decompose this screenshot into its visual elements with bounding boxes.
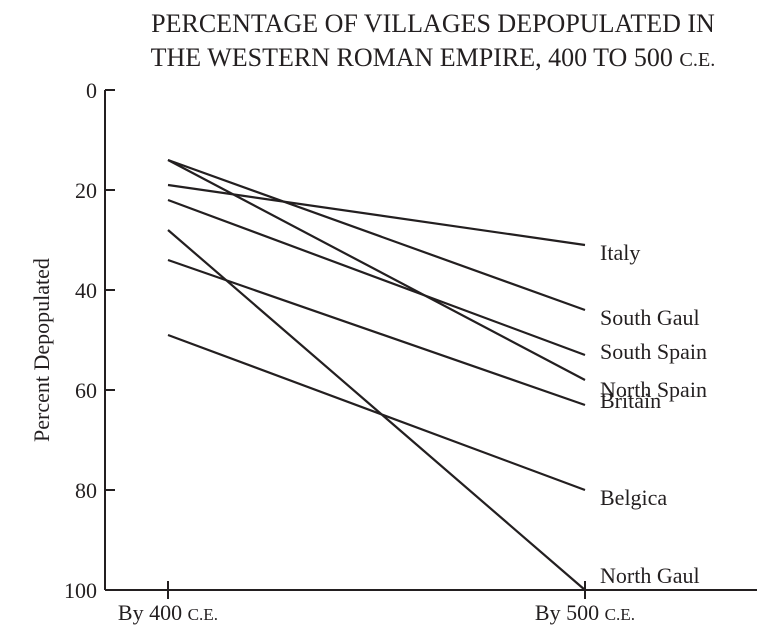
y-tick-label: 0	[86, 78, 97, 103]
x-tick-label: By 500 C.E.	[535, 600, 635, 625]
series-lines	[168, 160, 585, 590]
series-label-italy: Italy	[600, 240, 640, 265]
series-label-britain: Britain	[600, 388, 661, 413]
series-label-belgica: Belgica	[600, 485, 667, 510]
y-axis-title: Percent Depopulated	[29, 258, 54, 442]
y-ticks: 0 20 40 60 80 100	[64, 78, 115, 603]
chart-title: PERCENTAGE OF VILLAGES DEPOPULATED IN TH…	[151, 9, 716, 72]
y-tick-label: 60	[75, 378, 97, 403]
series-line-belgica	[168, 335, 585, 490]
series-line-north-spain	[168, 160, 585, 380]
y-tick-label: 100	[64, 578, 97, 603]
y-tick-label: 40	[75, 278, 97, 303]
chart-title-line-2: THE WESTERN ROMAN EMPIRE, 400 TO 500 C.E…	[151, 43, 716, 72]
series-label-south-gaul: South Gaul	[600, 305, 700, 330]
chart-title-line-1: PERCENTAGE OF VILLAGES DEPOPULATED IN	[151, 9, 715, 38]
series-label-south-spain: South Spain	[600, 339, 707, 364]
x-tick-label: By 400 C.E.	[118, 600, 218, 625]
x-ticks: By 400 C.E. By 500 C.E.	[118, 581, 635, 625]
y-tick-label: 20	[75, 178, 97, 203]
y-tick-label: 80	[75, 478, 97, 503]
series-label-north-gaul: North Gaul	[600, 563, 700, 588]
series-line-north-gaul	[168, 230, 585, 590]
